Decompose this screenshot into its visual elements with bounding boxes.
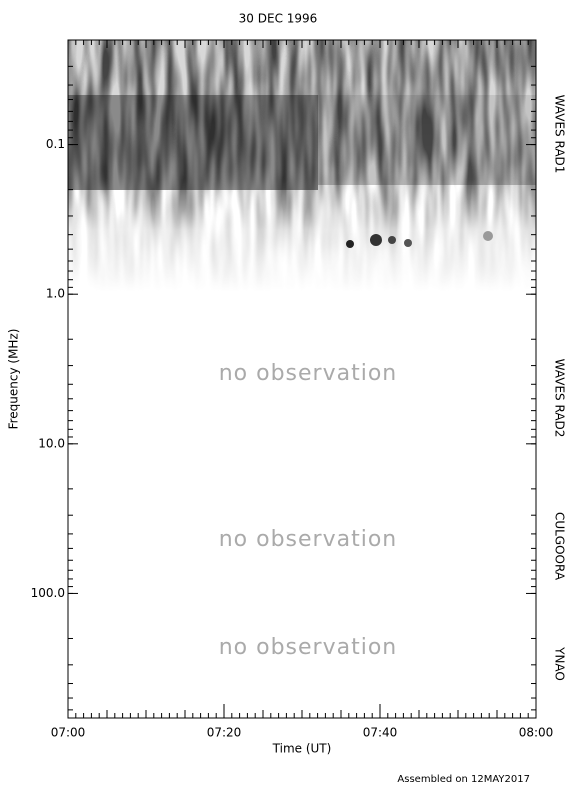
y-axis-label: Frequency (MHz) [7,329,21,430]
y-tick-label: 10.0 [38,436,65,450]
instrument-label: WAVES RAD1 [553,95,567,174]
y-tick-label: 100.0 [31,586,65,600]
x-tick-label: 08:00 [519,726,554,740]
y-tick-label: 1.0 [46,287,65,301]
instrument-label: WAVES RAD2 [553,359,567,438]
footer: Assembled on 12MAY2017 [397,774,530,785]
annotation: no observation [219,527,398,552]
x-axis-label: Time (UT) [272,742,332,756]
y-tick-label: 0.1 [46,137,65,151]
spectrogram [68,40,536,293]
instrument-label: CULGOORA [553,512,567,581]
x-tick-label: 07:00 [51,726,86,740]
x-tick-label: 07:40 [363,726,398,740]
annotation: no observation [219,361,398,386]
annotation: no observation [219,635,398,660]
chart-title: 30 DEC 1996 [239,12,318,26]
instrument-label: YNAO [553,646,567,681]
x-tick-label: 07:20 [207,726,242,740]
